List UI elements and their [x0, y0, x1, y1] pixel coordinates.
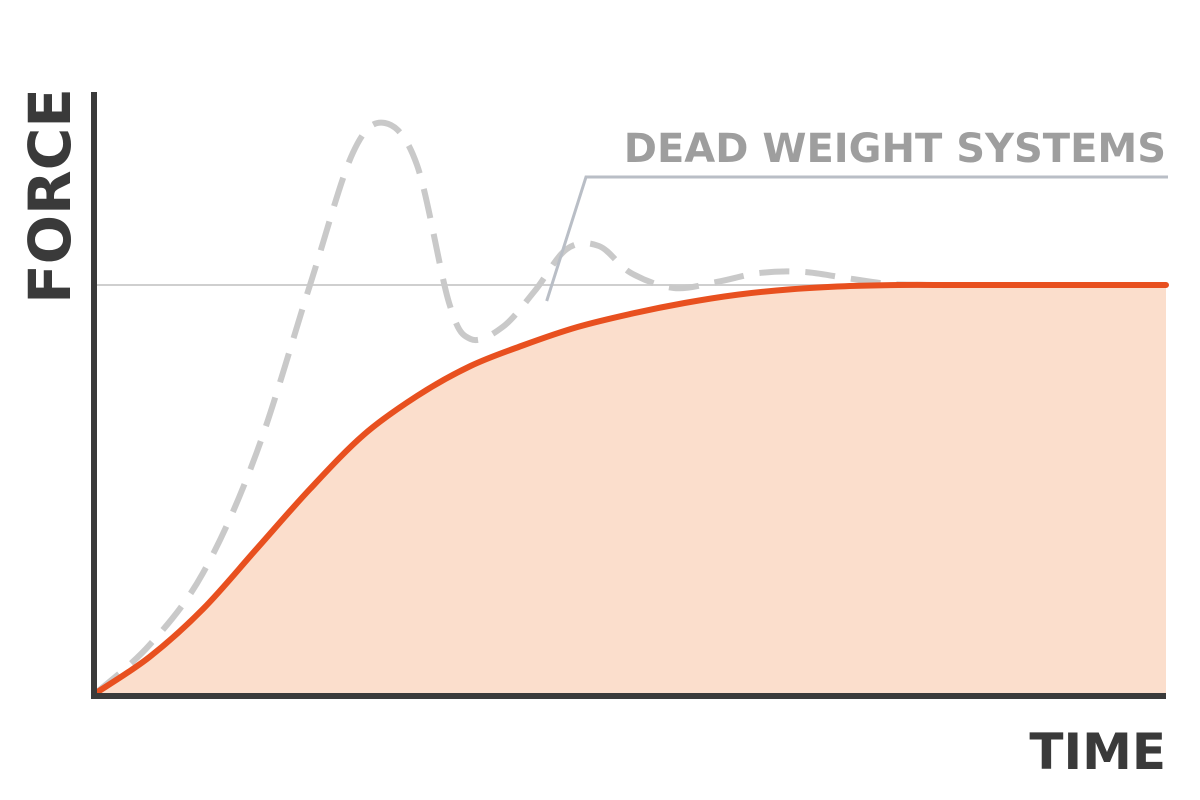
callout-leader-line: [545, 175, 1168, 302]
y-axis-title: FORCE: [16, 88, 84, 304]
callout-label: DEAD WEIGHT SYSTEMS: [624, 126, 1166, 172]
series-layer: [93, 119, 1169, 696]
series-0-line: [93, 281, 1169, 696]
x-axis-title: TIME: [1029, 723, 1166, 781]
series-1-dashed-line: [93, 119, 953, 696]
series-0-area-fill: [96, 284, 1166, 693]
plot-area: [96, 284, 1166, 693]
